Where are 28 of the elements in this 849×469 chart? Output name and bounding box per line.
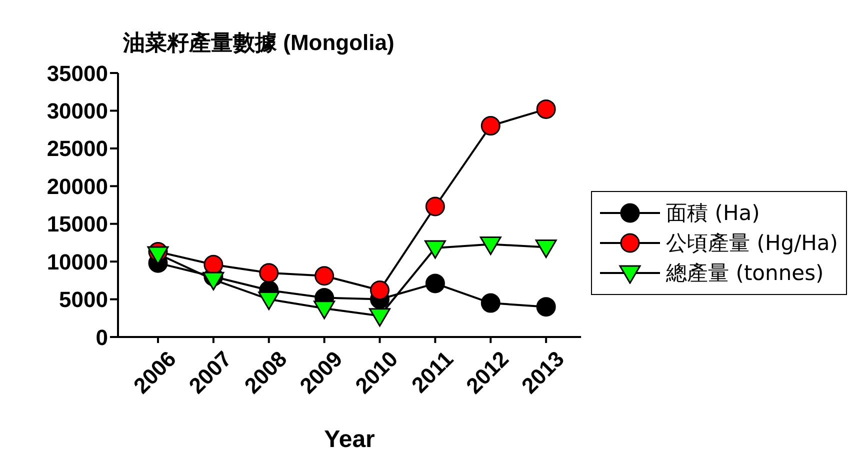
point	[480, 116, 500, 136]
y-tick-label: 25000	[46, 136, 108, 162]
point	[259, 263, 279, 283]
point	[425, 196, 445, 216]
y-tick-label: 15000	[46, 212, 108, 237]
point	[536, 297, 556, 317]
point	[369, 308, 391, 327]
point	[425, 274, 445, 294]
y-tick-label: 20000	[46, 174, 108, 199]
chart-title: 油菜籽產量數據 (Mongolia)	[123, 29, 394, 57]
point	[535, 239, 557, 258]
legend-label: 總產量 (tonnes)	[666, 260, 824, 286]
point	[480, 236, 502, 255]
point	[370, 280, 390, 300]
y-tick-label: 0	[96, 324, 108, 350]
point	[314, 300, 336, 320]
legend-label: 面積 (Ha)	[666, 200, 760, 226]
point	[424, 240, 446, 259]
y-tick-label: 30000	[46, 98, 108, 124]
y-tick-label: 35000	[46, 60, 108, 86]
y-tick-label: 10000	[46, 249, 108, 274]
y-tick-label: 5000	[59, 287, 108, 312]
point	[258, 292, 280, 310]
point	[314, 266, 334, 286]
legend-label: 公頃產量 (Hg/Ha)	[666, 230, 838, 256]
x-axis-title: Year	[324, 426, 375, 453]
point	[480, 293, 500, 313]
point	[536, 99, 556, 119]
